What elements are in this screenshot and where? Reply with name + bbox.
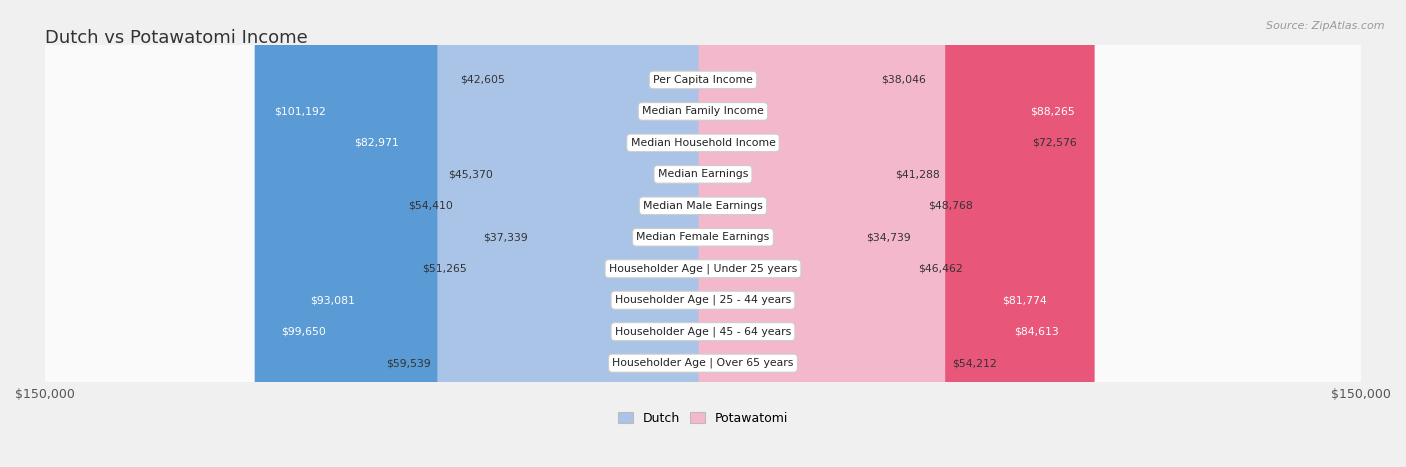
FancyBboxPatch shape [262, 0, 707, 467]
FancyBboxPatch shape [699, 0, 1066, 467]
Text: $101,192: $101,192 [274, 106, 326, 116]
Text: Per Capita Income: Per Capita Income [652, 75, 754, 85]
FancyBboxPatch shape [534, 0, 707, 467]
Text: Median Family Income: Median Family Income [643, 106, 763, 116]
FancyBboxPatch shape [254, 0, 707, 467]
Text: $45,370: $45,370 [449, 170, 494, 179]
FancyBboxPatch shape [499, 0, 707, 467]
FancyBboxPatch shape [699, 0, 875, 467]
FancyBboxPatch shape [474, 0, 707, 467]
Text: Householder Age | 25 - 44 years: Householder Age | 25 - 44 years [614, 295, 792, 305]
FancyBboxPatch shape [42, 0, 1364, 467]
Text: Householder Age | 45 - 64 years: Householder Age | 45 - 64 years [614, 326, 792, 337]
Text: $54,212: $54,212 [952, 358, 997, 368]
FancyBboxPatch shape [437, 0, 707, 467]
FancyBboxPatch shape [42, 0, 1364, 467]
Text: $37,339: $37,339 [484, 232, 529, 242]
Text: $54,410: $54,410 [409, 201, 453, 211]
Text: Householder Age | Over 65 years: Householder Age | Over 65 years [612, 358, 794, 368]
Text: Median Household Income: Median Household Income [630, 138, 776, 148]
FancyBboxPatch shape [699, 0, 860, 467]
Text: $38,046: $38,046 [882, 75, 925, 85]
FancyBboxPatch shape [42, 0, 1364, 467]
Text: $72,576: $72,576 [1032, 138, 1077, 148]
Text: Median Earnings: Median Earnings [658, 170, 748, 179]
Text: $99,650: $99,650 [281, 327, 326, 337]
Text: Householder Age | Under 25 years: Householder Age | Under 25 years [609, 263, 797, 274]
FancyBboxPatch shape [699, 0, 921, 467]
Text: $93,081: $93,081 [309, 295, 354, 305]
FancyBboxPatch shape [42, 0, 1364, 467]
FancyBboxPatch shape [42, 0, 1364, 467]
FancyBboxPatch shape [42, 0, 1364, 467]
FancyBboxPatch shape [699, 0, 1095, 467]
Text: Median Female Earnings: Median Female Earnings [637, 232, 769, 242]
FancyBboxPatch shape [42, 0, 1364, 467]
Text: $51,265: $51,265 [422, 264, 467, 274]
FancyBboxPatch shape [42, 0, 1364, 467]
Text: $88,265: $88,265 [1031, 106, 1074, 116]
FancyBboxPatch shape [512, 0, 707, 467]
Text: $46,462: $46,462 [918, 264, 963, 274]
Text: $81,774: $81,774 [1001, 295, 1046, 305]
FancyBboxPatch shape [460, 0, 707, 467]
FancyBboxPatch shape [290, 0, 707, 467]
Text: Median Male Earnings: Median Male Earnings [643, 201, 763, 211]
Text: $34,739: $34,739 [866, 232, 911, 242]
Text: $84,613: $84,613 [1014, 327, 1059, 337]
Legend: Dutch, Potawatomi: Dutch, Potawatomi [613, 407, 793, 430]
FancyBboxPatch shape [335, 0, 707, 467]
FancyBboxPatch shape [42, 0, 1364, 467]
Text: $42,605: $42,605 [460, 75, 505, 85]
FancyBboxPatch shape [699, 0, 945, 467]
Text: $82,971: $82,971 [354, 138, 399, 148]
FancyBboxPatch shape [699, 0, 1026, 467]
Text: $59,539: $59,539 [387, 358, 430, 368]
FancyBboxPatch shape [699, 0, 1078, 467]
FancyBboxPatch shape [699, 0, 911, 467]
Text: Dutch vs Potawatomi Income: Dutch vs Potawatomi Income [45, 29, 308, 47]
Text: Source: ZipAtlas.com: Source: ZipAtlas.com [1267, 21, 1385, 31]
Text: $41,288: $41,288 [896, 170, 939, 179]
FancyBboxPatch shape [42, 0, 1364, 467]
FancyBboxPatch shape [699, 0, 889, 467]
Text: $48,768: $48,768 [928, 201, 973, 211]
